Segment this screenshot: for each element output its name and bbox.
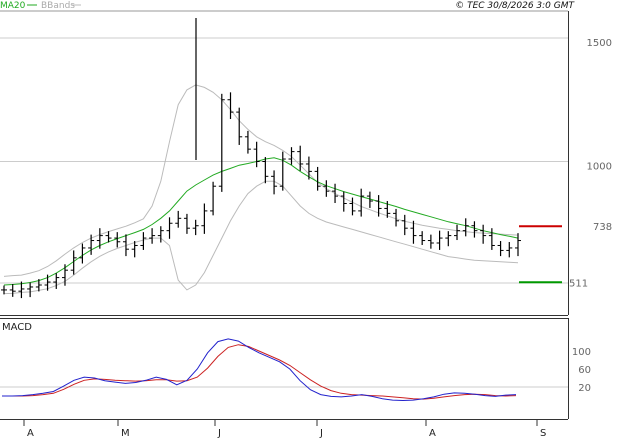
macd-panel-frame xyxy=(0,318,569,420)
level-label-738: 738 xyxy=(593,222,612,233)
y-tick-labels: 1500 1000 100 60 20 xyxy=(572,38,612,394)
price-bars xyxy=(1,18,521,299)
x-tick-S-5: S xyxy=(540,428,546,439)
x-tick-A-4: A xyxy=(429,428,436,439)
x-tick-M-1: M xyxy=(121,428,130,439)
bband-upper-line xyxy=(3,84,519,277)
ma20-polyline xyxy=(3,157,519,286)
legend-bbands: BBands xyxy=(41,1,75,11)
macd-signal-line xyxy=(2,344,517,400)
grid-lines xyxy=(0,37,568,388)
price-panel-frame xyxy=(0,10,569,316)
bollinger-bands xyxy=(3,84,519,295)
y-tick-1000: 1000 xyxy=(587,162,612,173)
legend-ma20: MA20 xyxy=(0,1,26,11)
bband-lower-line xyxy=(3,180,519,295)
x-tick-J-3: J xyxy=(319,428,323,439)
y-tick-1500: 1500 xyxy=(587,38,612,49)
x-tick-A-0: A xyxy=(27,428,34,439)
x-tick-J-2: J xyxy=(217,428,221,439)
macd-panel-title: MACD xyxy=(2,322,32,333)
price-levels: 738 511 xyxy=(519,222,612,289)
macd-line xyxy=(2,338,517,402)
ma20-line xyxy=(3,157,519,286)
level-label-511: 511 xyxy=(569,278,588,289)
copyright-text: © TEC 30/8/2026 3:0 GMT xyxy=(455,1,575,11)
macd-y-tick-100: 100 xyxy=(572,347,591,358)
macd-y-tick-60: 60 xyxy=(578,365,591,376)
macd-y-tick-20: 20 xyxy=(578,383,591,394)
macd-lines xyxy=(2,338,517,402)
